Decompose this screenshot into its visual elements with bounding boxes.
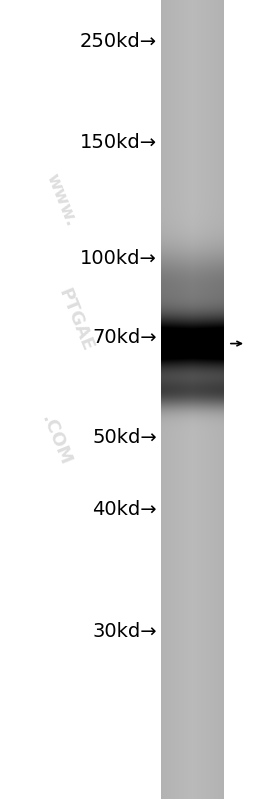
- Text: .COM: .COM: [38, 411, 74, 467]
- Text: 50kd→: 50kd→: [92, 428, 157, 447]
- Text: 70kd→: 70kd→: [92, 328, 157, 348]
- Text: www.: www.: [43, 171, 80, 229]
- Text: 250kd→: 250kd→: [80, 32, 157, 51]
- Text: PTGAE: PTGAE: [55, 285, 96, 354]
- Text: 150kd→: 150kd→: [80, 133, 157, 152]
- Text: 30kd→: 30kd→: [92, 622, 157, 641]
- Text: 40kd→: 40kd→: [92, 500, 157, 519]
- Text: 100kd→: 100kd→: [80, 248, 157, 268]
